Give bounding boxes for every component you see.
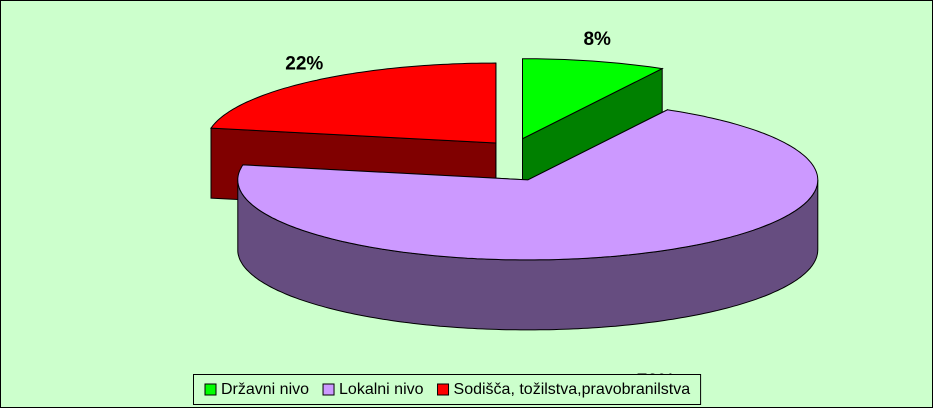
data-label: 8%	[583, 29, 611, 50]
slice	[210, 62, 497, 144]
legend-label: Sodišča, tožilstva,pravobranilstva	[454, 381, 691, 398]
legend-swatch	[437, 383, 450, 396]
slice	[237, 109, 819, 261]
legend-swatch	[322, 383, 335, 396]
data-label: 22%	[285, 53, 323, 74]
legend-label: Državni nivo	[221, 381, 309, 398]
legend: Državni nivo Lokalni nivo Sodišča, tožilst…	[193, 374, 702, 405]
legend-swatch	[204, 383, 217, 396]
pie: 8%70%22%	[210, 29, 819, 392]
legend-label: Lokalni nivo	[339, 381, 424, 398]
slice	[522, 58, 664, 140]
